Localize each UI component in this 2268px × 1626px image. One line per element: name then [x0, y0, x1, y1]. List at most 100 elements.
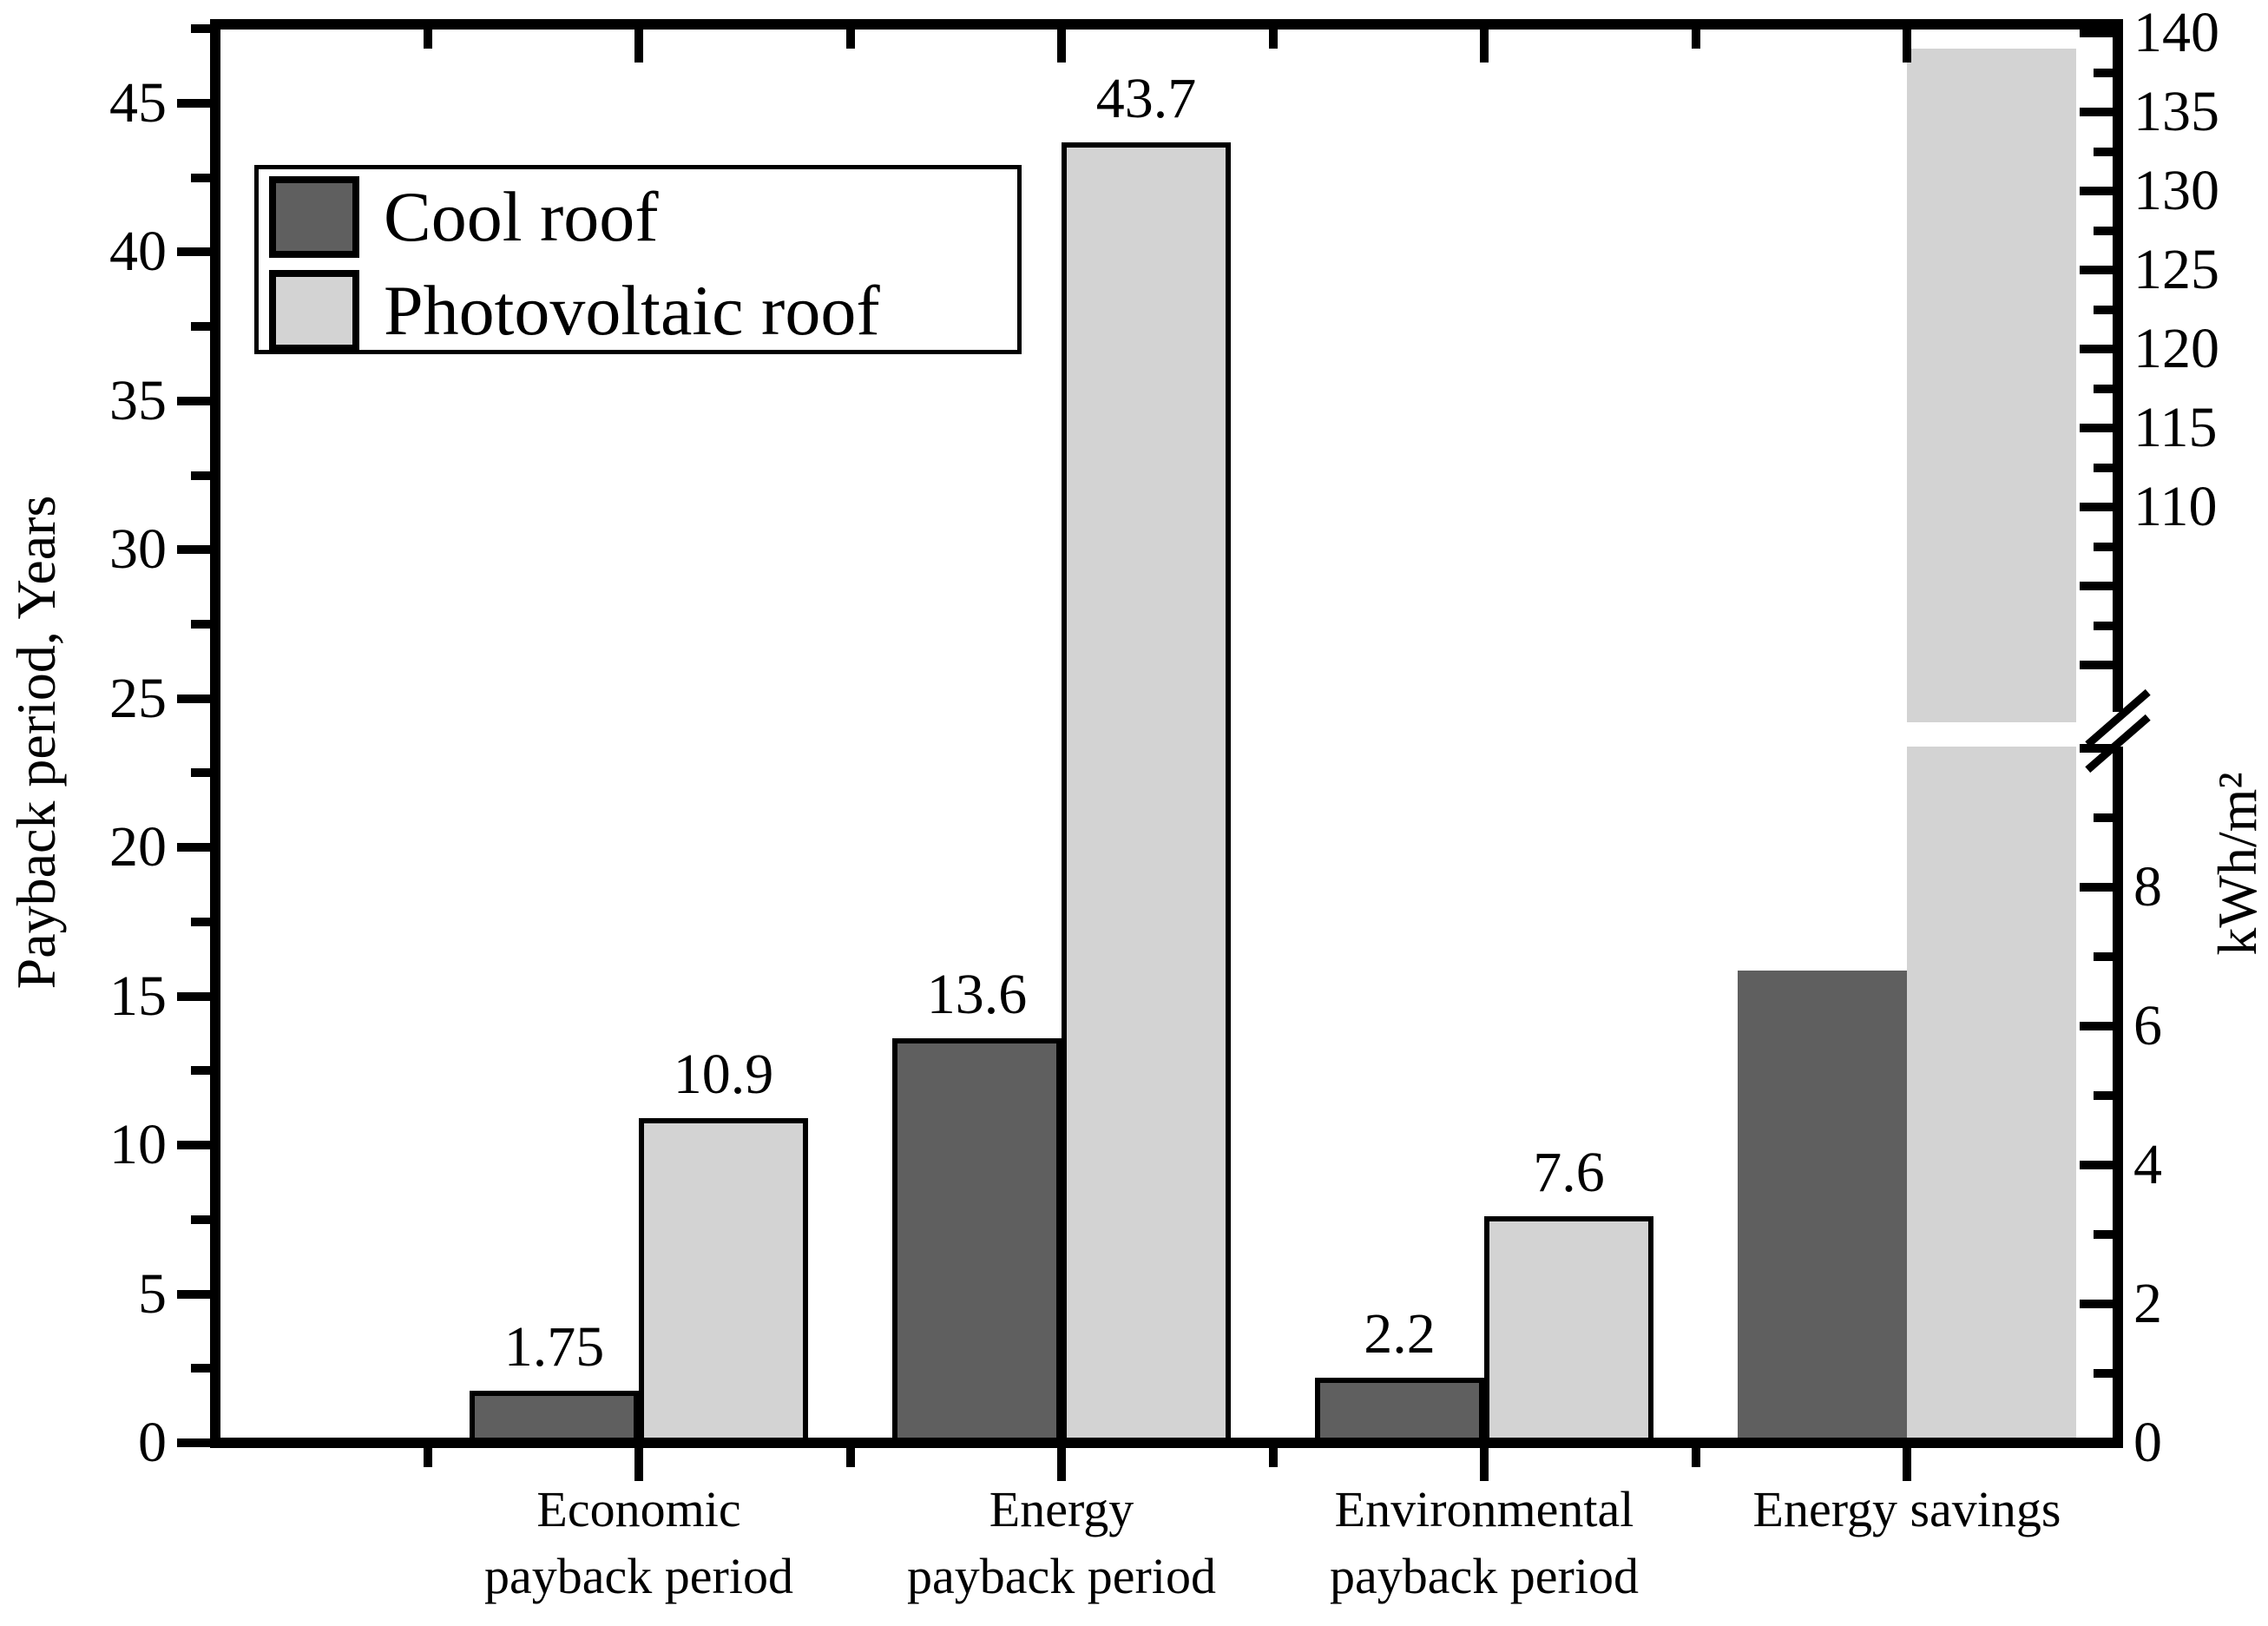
bar-value-label: 43.7 — [1095, 66, 1197, 130]
y-axis-right-tick-label: 4 — [2133, 1133, 2162, 1196]
axis-right-spine-upper — [2113, 19, 2123, 712]
legend-swatch-cool-roof — [269, 176, 359, 258]
bar-value-label: 1.75 — [503, 1314, 605, 1379]
y-axis-right-minor-tick — [2094, 952, 2113, 961]
y-axis-right-tick-label: 0 — [2133, 1411, 2162, 1474]
y-axis-left-minor-tick — [191, 1215, 210, 1224]
x-axis-minor-tick — [845, 1448, 855, 1467]
y-axis-left-tick-label: 15 — [109, 964, 167, 1028]
x-axis-category-label: Energy payback period — [801, 1476, 1322, 1615]
y-axis-left-tick-label: 20 — [109, 815, 167, 879]
x-axis-category-label: Energy savings — [1647, 1476, 2167, 1615]
y-axis-right-major-tick — [2080, 1438, 2113, 1447]
y-axis-left-tick-label: 30 — [109, 517, 167, 582]
y-axis-left-major-tick — [177, 1141, 210, 1150]
y-axis-right-tick-label: 2 — [2133, 1272, 2162, 1335]
y-axis-right-minor-tick — [2094, 1369, 2113, 1378]
bar-value-label: 13.6 — [926, 962, 1028, 1026]
bar-value-label: 10.9 — [673, 1043, 774, 1107]
y-axis-right-tick-label: 110 — [2133, 475, 2218, 538]
y-axis-right-major-tick — [2080, 1022, 2113, 1030]
legend: Cool roof Photovoltaic roof — [254, 165, 1022, 354]
x-axis-top-major-tick — [1903, 30, 1911, 63]
x-axis-category-line: Economic — [536, 1481, 741, 1537]
axis-left-spine — [210, 19, 220, 1448]
y-axis-right-minor-tick — [2094, 226, 2113, 235]
bar-photovoltaic-roof — [639, 1118, 808, 1443]
x-axis-major-tick — [1480, 1448, 1489, 1481]
x-axis-category-line: payback period — [1330, 1548, 1639, 1604]
y-axis-left-tick-label: 45 — [109, 70, 167, 135]
y-axis-right-tick-label: 140 — [2133, 1, 2219, 64]
y-axis-right-tick-label: 130 — [2133, 159, 2219, 222]
y-axis-right-major-tick — [2080, 744, 2113, 753]
y-axis-right-minor-tick — [2094, 621, 2113, 630]
y-axis-right-minor-tick — [2094, 305, 2113, 314]
x-axis-minor-tick — [1691, 1448, 1700, 1467]
y-axis-left-major-tick — [177, 98, 210, 108]
y-axis-right-major-tick — [2080, 503, 2113, 511]
y-axis-left-minor-tick — [191, 471, 210, 480]
bar-cool-roof — [1315, 1377, 1484, 1443]
x-axis-top-minor-tick — [1691, 30, 1700, 49]
x-axis-top-minor-tick — [845, 30, 855, 49]
y-axis-right-minor-tick — [2094, 147, 2113, 156]
axis-right-spine-lower — [2113, 747, 2123, 1448]
y-axis-left-minor-tick — [191, 917, 210, 926]
y-axis-right-major-tick — [2080, 582, 2113, 590]
y-axis-right-major-tick — [2080, 1300, 2113, 1308]
y-axis-left-tick-label: 0 — [138, 1411, 167, 1474]
bar-value-label: 2.2 — [1364, 1301, 1436, 1366]
y-axis-right-tick-label: 6 — [2133, 994, 2162, 1057]
x-axis-top-minor-tick — [423, 30, 432, 49]
y-axis-left-major-tick — [177, 694, 210, 703]
y-axis-left-major-tick — [177, 843, 210, 852]
y-axis-right-minor-tick — [2094, 384, 2113, 393]
y-axis-left-minor-tick — [191, 173, 210, 182]
x-axis-category-line: payback period — [907, 1548, 1216, 1604]
y-axis-right-major-tick — [2080, 108, 2113, 116]
x-axis-major-tick — [1903, 1448, 1911, 1481]
x-axis-top-minor-tick — [1268, 30, 1278, 49]
x-axis-top-major-tick — [634, 30, 643, 63]
y-axis-right-tick-label: 120 — [2133, 317, 2219, 380]
y-axis-right-tick-label: 115 — [2133, 396, 2218, 459]
axis-bottom-spine — [210, 1438, 2123, 1448]
y-axis-left-minor-tick — [191, 322, 210, 332]
y-axis-right-major-tick — [2080, 29, 2113, 37]
y-axis-left-major-tick — [177, 247, 210, 257]
x-axis-top-major-tick — [1057, 30, 1066, 63]
y-axis-left-major-tick — [177, 1289, 210, 1299]
legend-label: Cool roof — [384, 177, 659, 256]
legend-swatch-photovoltaic-roof — [269, 270, 359, 352]
bar-photovoltaic-roof — [1907, 747, 2076, 1443]
bar-photovoltaic-roof — [1907, 49, 2076, 722]
x-axis-category-line: Environmental — [1334, 1481, 1634, 1537]
y-axis-right-minor-tick — [2094, 68, 2113, 77]
y-axis-left-tick-label: 10 — [109, 1113, 167, 1177]
bar-cool-roof — [470, 1390, 639, 1443]
x-axis-category-line: Energy — [989, 1481, 1134, 1537]
x-axis-major-tick — [634, 1448, 643, 1481]
y-axis-right-major-tick — [2080, 187, 2113, 195]
y-axis-left-minor-tick — [191, 620, 210, 629]
y-axis-right-tick-label: 8 — [2133, 855, 2162, 918]
legend-label: Photovoltaic roof — [384, 271, 880, 350]
y-axis-left-minor-tick — [191, 1364, 210, 1373]
x-axis-top-major-tick — [1480, 30, 1489, 63]
bar-cool-roof — [892, 1037, 1062, 1443]
y-axis-left-minor-tick — [191, 768, 210, 778]
y-axis-right-tick-label: 125 — [2133, 238, 2219, 301]
y-axis-right-minor-tick — [2094, 1230, 2113, 1239]
x-axis-category-line: payback period — [484, 1548, 793, 1604]
y-axis-right-minor-tick — [2094, 1091, 2113, 1100]
x-axis-category-line: Energy savings — [1752, 1481, 2061, 1537]
y-axis-right-major-tick — [2080, 345, 2113, 353]
y-axis-right-minor-tick — [2094, 463, 2113, 472]
x-axis-minor-tick — [423, 1448, 432, 1467]
y-axis-left-major-tick — [177, 991, 210, 1001]
y-axis-right-minor-tick — [2094, 542, 2113, 551]
y-axis-right-major-tick — [2080, 1161, 2113, 1169]
x-axis-minor-tick — [1268, 1448, 1278, 1467]
